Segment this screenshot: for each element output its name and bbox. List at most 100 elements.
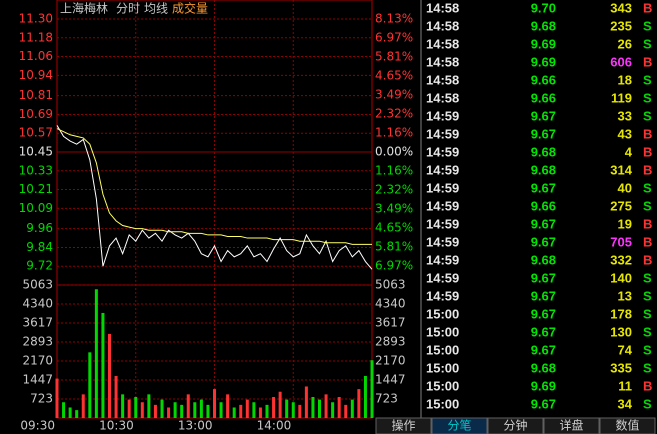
volume-bar (55, 378, 59, 418)
tick-time: 14:59 (426, 234, 459, 249)
tick-volume: 332 (610, 252, 632, 267)
volume-bar (140, 402, 144, 418)
y-tick-label: 11.06 (19, 49, 53, 63)
tick-side: B (643, 378, 652, 393)
volume-tick-label-right: 1447 (375, 372, 406, 386)
tick-row: 14:59 9.68 4 B (426, 144, 652, 159)
volume-bar (318, 399, 321, 418)
tick-volume: 314 (610, 162, 632, 177)
tick-volume: 4 (625, 144, 633, 159)
tick-volume: 34 (618, 396, 633, 411)
tick-time: 14:58 (426, 54, 459, 69)
tick-price: 9.67 (531, 324, 556, 339)
volume-tick-label: 723 (30, 392, 53, 406)
volume-bar (232, 407, 236, 418)
volume-bar (81, 394, 85, 418)
y2-tick-label: 4.65% (375, 68, 413, 82)
volume-bar (298, 404, 302, 418)
tick-side: S (643, 288, 652, 303)
y-tick-label: 11.30 (19, 12, 53, 26)
volume-bar (285, 399, 289, 418)
tick-row: 14:59 9.68 314 B (426, 162, 652, 177)
tick-side: S (643, 72, 652, 87)
tick-price: 9.67 (531, 270, 556, 285)
y2-tick-label: 2.32% (375, 107, 413, 121)
tab-label[interactable]: 操作 (391, 418, 415, 433)
tick-row: 14:58 9.66 119 S (426, 90, 652, 105)
volume-bar (278, 391, 282, 418)
tick-time: 15:00 (426, 324, 459, 339)
volume-bar (344, 404, 348, 418)
y2-tick-label: 6.97% (375, 259, 413, 273)
y-tick-label: 9.96 (26, 221, 53, 235)
volume-bar (252, 402, 256, 418)
chart-mode: 分时 (116, 2, 140, 16)
tick-row: 14:59 9.67 140 S (426, 270, 652, 285)
average-line (56, 128, 372, 245)
tick-side: B (643, 216, 652, 231)
tick-side: S (643, 396, 652, 411)
x-tick-label: 13:00 (178, 419, 213, 433)
tick-row: 14:59 9.67 40 S (426, 180, 652, 195)
tick-price: 9.68 (531, 162, 556, 177)
volume-bar (160, 399, 164, 418)
volume-bar (291, 402, 295, 418)
tick-side: S (643, 36, 652, 51)
volume-bar (193, 402, 197, 418)
y2-tick-label: 5.81% (375, 240, 413, 254)
tab-bg[interactable] (375, 417, 432, 434)
tick-volume: 43 (618, 126, 632, 141)
tick-price: 9.68 (531, 252, 556, 267)
tick-time: 14:58 (426, 18, 459, 33)
tick-price: 9.66 (531, 198, 556, 213)
tick-side: B (643, 54, 652, 69)
tab-bg[interactable] (487, 417, 544, 434)
x-tick-label: 09:30 (20, 419, 55, 433)
tab-label[interactable]: 分钟 (503, 418, 527, 433)
price-line (56, 125, 373, 270)
tab-label[interactable]: 分笔 (447, 418, 471, 433)
volume-bar (62, 402, 66, 418)
tick-price: 9.67 (531, 288, 556, 303)
tick-row: 14:59 9.68 332 B (426, 252, 652, 267)
volume-tick-label: 3617 (22, 315, 53, 329)
volume-bar (239, 404, 243, 418)
tick-side: S (643, 180, 652, 195)
tick-volume: 40 (618, 180, 632, 195)
tick-time: 14:59 (426, 126, 459, 141)
volume-tick-label-right: 3617 (375, 315, 406, 329)
volume-bar (331, 402, 335, 418)
y-tick-label: 9.84 (26, 240, 53, 254)
tick-time: 15:00 (426, 342, 459, 357)
tick-time: 14:58 (426, 0, 459, 15)
y-tick-label: 11.18 (19, 30, 53, 44)
tick-table: 14:58 9.70 343 B14:58 9.68 235 S14:58 9.69 26 S14… (426, 0, 652, 411)
tab-label[interactable]: 详盘 (559, 418, 583, 433)
tab-bg[interactable] (599, 417, 656, 434)
tick-side: S (643, 18, 652, 33)
tick-time: 14:58 (426, 90, 459, 105)
tick-row: 15:00 9.69 11 B (426, 378, 652, 393)
tick-side: S (643, 90, 652, 105)
tick-price: 9.67 (531, 396, 556, 411)
tab-label[interactable]: 数值 (615, 418, 639, 433)
tick-time: 14:58 (426, 36, 459, 51)
tick-side: S (643, 306, 652, 321)
y2-tick-label: 2.32% (375, 182, 413, 196)
tick-time: 14:59 (426, 198, 459, 213)
volume-bar (186, 394, 190, 418)
tick-volume: 11 (618, 378, 632, 393)
tick-volume: 235 (610, 18, 632, 33)
tick-volume: 335 (610, 360, 632, 375)
tick-time: 14:59 (426, 252, 459, 267)
volume-bar (311, 396, 315, 418)
volume-bar (337, 396, 341, 418)
volume-tick-label-right: 2170 (375, 353, 406, 367)
tab-bg[interactable] (431, 417, 488, 434)
tick-volume: 13 (618, 288, 632, 303)
y2-tick-label: 3.49% (375, 202, 413, 216)
tab-bg[interactable] (543, 417, 600, 434)
tick-row: 14:59 9.66 275 S (426, 198, 652, 213)
volume-bar (258, 407, 262, 418)
tick-price: 9.67 (531, 306, 556, 321)
